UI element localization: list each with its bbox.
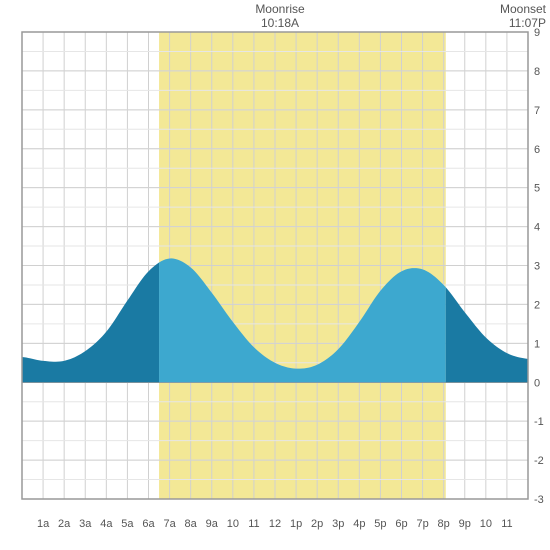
svg-text:4: 4 [534, 222, 540, 234]
svg-text:-2: -2 [534, 455, 544, 467]
svg-text:11: 11 [248, 518, 259, 530]
svg-text:10: 10 [227, 518, 239, 530]
svg-text:1: 1 [534, 338, 540, 350]
moonrise-label: Moonrise [220, 2, 340, 16]
svg-text:3a: 3a [79, 518, 92, 530]
svg-text:6: 6 [534, 144, 540, 156]
tide-chart-svg: -3-2-101234567891a2a3a4a5a6a7a8a9a101112… [0, 0, 550, 550]
moonset-time: 11:07P [486, 16, 546, 30]
svg-text:7: 7 [534, 105, 540, 117]
moonrise-label-block: Moonrise 10:18A [220, 2, 340, 30]
svg-text:-3: -3 [534, 494, 544, 506]
svg-text:8a: 8a [185, 518, 198, 530]
svg-text:6a: 6a [142, 518, 155, 530]
svg-text:4p: 4p [353, 518, 365, 530]
tide-chart-container: Moonrise 10:18A Moonset 11:07P -3-2-1012… [0, 0, 550, 550]
svg-text:3p: 3p [332, 518, 344, 530]
svg-text:2a: 2a [58, 518, 71, 530]
svg-text:-1: -1 [534, 416, 544, 428]
svg-text:8p: 8p [438, 518, 450, 530]
moonset-label-block: Moonset 11:07P [486, 2, 546, 30]
svg-text:10: 10 [480, 518, 492, 530]
svg-text:9a: 9a [206, 518, 219, 530]
svg-text:1a: 1a [37, 518, 50, 530]
svg-text:9p: 9p [459, 518, 471, 530]
svg-text:6p: 6p [395, 518, 407, 530]
svg-text:5a: 5a [121, 518, 134, 530]
svg-text:7p: 7p [416, 518, 428, 530]
svg-text:4a: 4a [100, 518, 113, 530]
svg-text:2: 2 [534, 299, 540, 311]
moonset-label: Moonset [486, 2, 546, 16]
svg-text:5p: 5p [374, 518, 386, 530]
svg-text:12: 12 [269, 518, 281, 530]
svg-text:5: 5 [534, 183, 540, 195]
svg-text:3: 3 [534, 261, 540, 273]
svg-text:7a: 7a [163, 518, 176, 530]
moonrise-time: 10:18A [220, 16, 340, 30]
svg-text:2p: 2p [311, 518, 323, 530]
svg-text:11: 11 [501, 518, 512, 530]
svg-text:8: 8 [534, 66, 540, 78]
svg-text:1p: 1p [290, 518, 302, 530]
svg-text:0: 0 [534, 377, 540, 389]
